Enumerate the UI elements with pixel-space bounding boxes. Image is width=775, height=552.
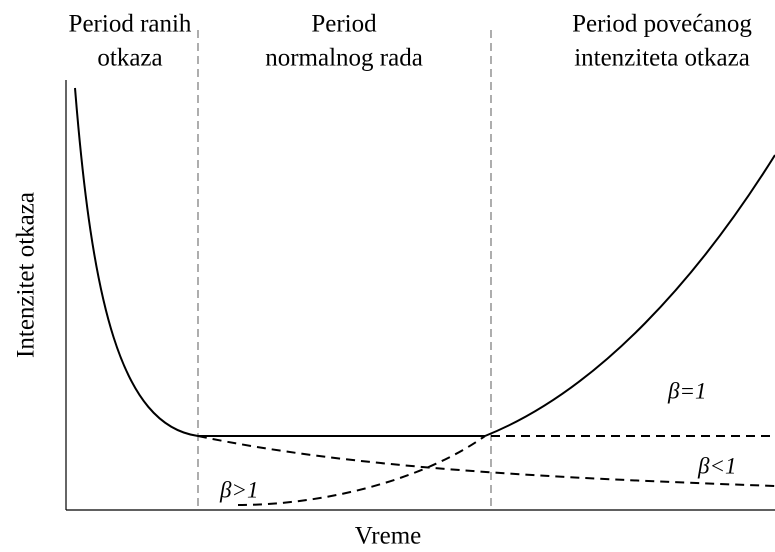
heading: otkaza: [97, 45, 162, 72]
x-axis-label: Vreme: [355, 523, 422, 550]
curve-label: β<1: [697, 453, 736, 478]
heading: Period ranih: [69, 11, 192, 38]
curve-label: β>1: [219, 477, 258, 502]
heading: Period: [311, 11, 377, 38]
heading: intenziteta otkaza: [574, 45, 750, 72]
y-axis-label: Intenzitet otkaza: [13, 192, 40, 358]
beta-lt-1-curve: [197, 435, 775, 487]
curve-label: β=1: [667, 378, 706, 403]
heading: Period povećanog: [572, 11, 752, 38]
early-failure-curve: [74, 87, 199, 437]
heading: normalnog rada: [265, 45, 423, 72]
beta-gt-1-curve: [237, 435, 486, 506]
wear-out-curve: [484, 154, 775, 437]
